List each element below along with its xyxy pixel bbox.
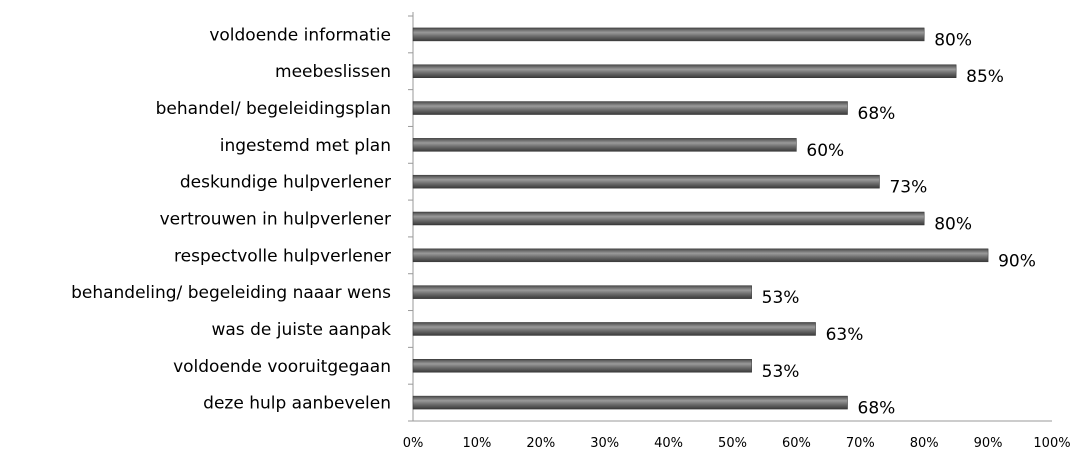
category-label: behandel/ begeleidingsplan — [156, 99, 391, 119]
bar — [413, 396, 848, 409]
x-tick-label: 0% — [403, 436, 424, 451]
data-label: 68% — [858, 104, 896, 124]
x-tick-label: 90% — [974, 436, 1003, 451]
x-tick-label: 20% — [526, 436, 555, 451]
data-label: 53% — [762, 362, 800, 382]
data-label: 80% — [934, 215, 972, 235]
category-label: vertrouwen in hulpverlener — [160, 210, 391, 230]
x-tick-label: 40% — [654, 436, 683, 451]
bar — [413, 28, 924, 41]
bar — [413, 212, 924, 225]
category-label: voldoende informatie — [209, 25, 391, 45]
x-axis-ticks: 0% 10% 20% 30% 40% 50% 60% 70% 80% 90% 100% — [403, 436, 1071, 451]
bar — [413, 138, 796, 151]
category-label: behandeling/ begeleiding naaar wens — [71, 283, 391, 303]
data-label: 80% — [934, 30, 972, 50]
x-tick-label: 80% — [910, 436, 939, 451]
category-label: deze hulp aanbevelen — [203, 394, 391, 414]
category-label: was de juiste aanpak — [211, 320, 391, 340]
data-label: 73% — [889, 178, 927, 198]
bar — [413, 249, 988, 262]
category-label: meebeslissen — [275, 62, 391, 82]
bar — [413, 65, 956, 78]
bar — [413, 175, 879, 188]
category-label: ingestemd met plan — [220, 136, 391, 156]
x-tick-label: 100% — [1033, 436, 1070, 451]
data-label: 63% — [826, 325, 864, 345]
data-label: 68% — [858, 399, 896, 419]
bar — [413, 359, 752, 372]
category-label: deskundige hulpverlener — [180, 173, 391, 193]
bar — [413, 286, 752, 299]
category-label: respectvolle hulpverlener — [174, 246, 391, 266]
data-label: 90% — [998, 251, 1036, 271]
x-tick-label: 30% — [590, 436, 619, 451]
category-labels: voldoende informatie meebeslissen behandel… — [71, 25, 391, 413]
data-label: 60% — [806, 141, 844, 161]
category-label: voldoende vooruitgegaan — [173, 357, 391, 377]
chart-bars — [413, 28, 988, 409]
x-tick-label: 70% — [846, 436, 875, 451]
bar — [413, 322, 816, 335]
x-tick-label: 10% — [462, 436, 491, 451]
x-tick-label: 50% — [718, 436, 747, 451]
data-label: 53% — [762, 288, 800, 308]
data-label: 85% — [966, 67, 1004, 87]
x-tick-label: 60% — [782, 436, 811, 451]
bar — [413, 102, 848, 115]
